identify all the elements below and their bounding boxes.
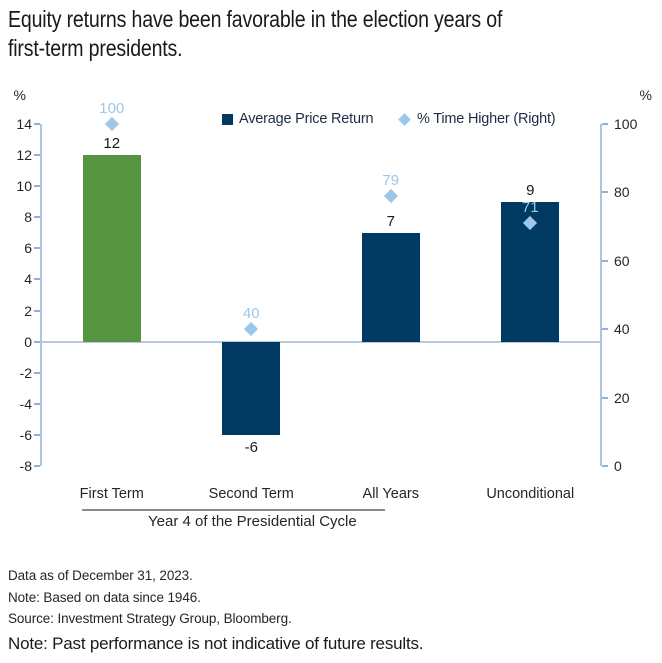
right-axis-tick bbox=[602, 123, 608, 125]
right-axis-tick-label: 80 bbox=[614, 184, 630, 201]
category-label-unconditional: Unconditional bbox=[486, 486, 575, 502]
bar-legend-swatch-icon bbox=[222, 113, 233, 125]
right-axis-tick bbox=[602, 191, 608, 194]
left-axis-tick-label: 8 bbox=[24, 209, 32, 226]
bar-value-label: 9 bbox=[526, 181, 535, 199]
right-axis-tick-label: 100 bbox=[614, 116, 638, 132]
diamond-marker bbox=[104, 116, 119, 132]
right-axis-tick-label: 0 bbox=[614, 458, 622, 474]
right-axis-unit: % bbox=[639, 87, 652, 103]
note-data-as-of: Data as of December 31, 2023. bbox=[8, 568, 193, 583]
right-axis-tick-label: 20 bbox=[614, 389, 630, 406]
diamond-value-label: 40 bbox=[242, 305, 260, 323]
bar-value-label: -6 bbox=[244, 438, 258, 456]
diamond-legend-swatch-icon bbox=[398, 112, 411, 126]
right-axis-tick-label: 40 bbox=[614, 321, 630, 338]
category-label-all-years: All Years bbox=[362, 486, 419, 502]
left-axis-tick-label: 0 bbox=[24, 333, 32, 350]
category-label-first-term: First Term bbox=[79, 486, 144, 502]
right-axis-tick-label: 60 bbox=[614, 252, 630, 269]
legend-item-average-price-return: Average Price Return bbox=[222, 111, 374, 127]
left-axis-tick bbox=[34, 278, 40, 281]
footnotes: Data as of December 31, 2023. Note: Base… bbox=[8, 565, 423, 656]
legend-item-time-higher: % Time Higher (Right) bbox=[398, 111, 556, 127]
right-axis-tick bbox=[602, 465, 608, 467]
note-source: Source: Investment Strategy Group, Bloom… bbox=[8, 611, 292, 626]
category-group-underline bbox=[82, 509, 385, 511]
category-label-second-term: Second Term bbox=[208, 486, 294, 502]
left-axis-tick-label: -6 bbox=[19, 426, 32, 443]
left-axis-tick bbox=[34, 309, 40, 312]
left-axis-tick bbox=[34, 402, 40, 405]
right-axis-tick bbox=[602, 328, 608, 331]
disclaimer: Note: Past performance is not indicative… bbox=[8, 633, 424, 653]
chart-title-line2: first-term presidents. bbox=[8, 35, 183, 61]
left-axis-tick bbox=[34, 465, 40, 467]
bar-second-term bbox=[222, 341, 281, 435]
legend-label: Average Price Return bbox=[239, 111, 374, 127]
left-axis-tick bbox=[34, 433, 40, 436]
left-axis-unit: % bbox=[13, 87, 26, 103]
left-axis-tick bbox=[34, 216, 40, 219]
diamond-marker bbox=[244, 322, 259, 337]
chart-title-line1: Equity returns have been favorable in th… bbox=[8, 6, 503, 32]
left-axis-tick bbox=[34, 247, 40, 250]
bar-value-label: 12 bbox=[103, 135, 121, 153]
chart-title: Equity returns have been favorable in th… bbox=[8, 5, 502, 63]
right-axis-tick bbox=[602, 396, 608, 399]
note-based-on-data: Note: Based on data since 1946. bbox=[8, 589, 201, 605]
bar-first-term bbox=[82, 155, 141, 342]
left-axis-tick bbox=[34, 371, 40, 374]
right-axis-line bbox=[600, 124, 602, 466]
diamond-marker bbox=[383, 188, 398, 203]
left-axis-tick-label: -2 bbox=[19, 364, 32, 381]
bar-value-label: 7 bbox=[386, 212, 395, 230]
left-axis-tick-label: 14 bbox=[16, 116, 32, 132]
legend-label: % Time Higher (Right) bbox=[417, 111, 556, 127]
left-axis-tick bbox=[34, 340, 40, 343]
left-axis-tick bbox=[34, 154, 40, 157]
left-axis-tick-label: 10 bbox=[16, 178, 32, 195]
diamond-value-label: 100 bbox=[99, 100, 125, 117]
left-axis-tick-label: 2 bbox=[24, 302, 32, 319]
left-axis-tick bbox=[34, 123, 40, 125]
left-axis-line bbox=[40, 124, 42, 466]
zero-gridline bbox=[42, 340, 600, 343]
left-axis-tick-label: -4 bbox=[19, 395, 32, 412]
left-axis-tick bbox=[34, 185, 40, 188]
category-group-label: Year 4 of the Presidential Cycle bbox=[148, 513, 357, 530]
left-axis-tick-label: 6 bbox=[24, 240, 32, 257]
left-axis-tick-label: 4 bbox=[24, 271, 32, 288]
left-axis-tick-label: -8 bbox=[19, 458, 32, 474]
bar-all-years bbox=[361, 232, 420, 342]
left-axis-tick-label: 12 bbox=[16, 147, 32, 164]
diamond-value-label: 71 bbox=[521, 199, 539, 217]
diamond-value-label: 79 bbox=[382, 171, 400, 189]
right-axis-tick bbox=[602, 259, 608, 262]
